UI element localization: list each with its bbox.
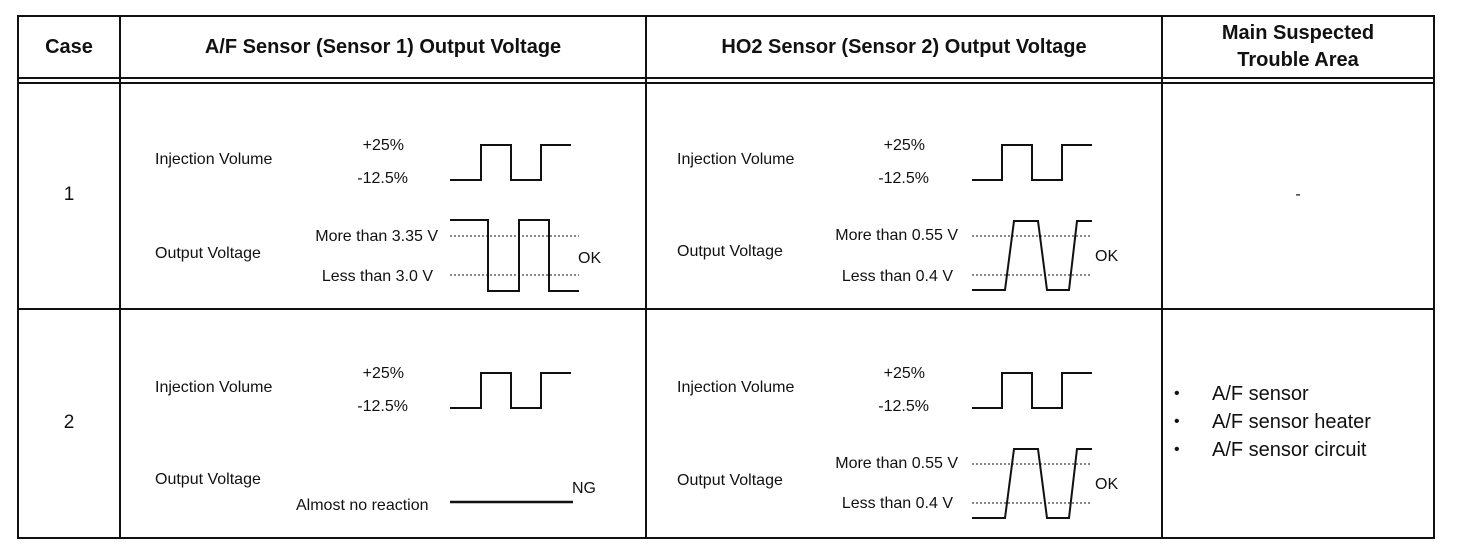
header-trouble-area-line1: Main Suspected [1221, 22, 1375, 44]
trouble-area-item: A/F sensor heater [1172, 408, 1371, 436]
column-divider-1 [119, 15, 121, 539]
trouble-area-item: A/F sensor circuit [1172, 436, 1371, 464]
result-ok: OK [1095, 248, 1119, 265]
output-voltage-label: Output Voltage [155, 471, 261, 488]
injection-low-label: -12.5% [357, 170, 408, 187]
output-voltage-label: Output Voltage [677, 472, 783, 489]
threshold-low-label: Less than 0.4 V [841, 268, 953, 285]
header-case: Case [45, 36, 93, 58]
header-ho2-sensor: HO2 Sensor (Sensor 2) Output Voltage [721, 36, 1087, 58]
table-border-right [1433, 15, 1435, 539]
row-separator [17, 308, 1435, 310]
injection-high-label: +25% [883, 365, 925, 382]
injection-volume-label: Injection Volume [155, 151, 273, 168]
injection-volume-label: Injection Volume [677, 379, 795, 396]
result-ng: NG [572, 480, 596, 497]
trouble-area-list: A/F sensor A/F sensor heater A/F sensor … [1172, 380, 1371, 464]
injection-volume-label: Injection Volume [677, 151, 795, 168]
injection-volume-label: Injection Volume [155, 379, 273, 396]
result-ok: OK [578, 250, 602, 267]
table-border-left [17, 15, 19, 539]
threshold-high-label: More than 3.35 V [315, 228, 438, 245]
injection-low-label: -12.5% [357, 398, 408, 415]
column-divider-3 [1161, 15, 1163, 539]
header-af-sensor: A/F Sensor (Sensor 1) Output Voltage [204, 36, 562, 58]
column-divider-2 [645, 15, 647, 539]
threshold-low-label: Less than 0.4 V [841, 495, 953, 512]
injection-low-label: -12.5% [878, 170, 929, 187]
injection-high-label: +25% [362, 365, 404, 382]
header-trouble-area-line2: Trouble Area [1237, 49, 1359, 71]
table-border-bottom [17, 537, 1435, 539]
no-reaction-label: Almost no reaction [296, 497, 429, 514]
trouble-area-none: - [1295, 186, 1301, 203]
threshold-high-label: More than 0.55 V [835, 227, 958, 244]
output-voltage-label: Output Voltage [155, 245, 261, 262]
injection-high-label: +25% [883, 137, 925, 154]
case-number: 2 [63, 412, 75, 433]
threshold-low-label: Less than 3.0 V [321, 268, 433, 285]
injection-high-label: +25% [362, 137, 404, 154]
header-separator [17, 77, 1435, 79]
trouble-area-item: A/F sensor [1172, 380, 1371, 408]
case-number: 1 [63, 184, 75, 205]
table-border-top [17, 15, 1435, 17]
injection-low-label: -12.5% [878, 398, 929, 415]
output-voltage-label: Output Voltage [677, 243, 783, 260]
header-trouble-area: Main Suspected Trouble Area [1163, 20, 1433, 74]
header-separator-double [17, 82, 1435, 84]
threshold-high-label: More than 0.55 V [835, 455, 958, 472]
result-ok: OK [1095, 476, 1119, 493]
